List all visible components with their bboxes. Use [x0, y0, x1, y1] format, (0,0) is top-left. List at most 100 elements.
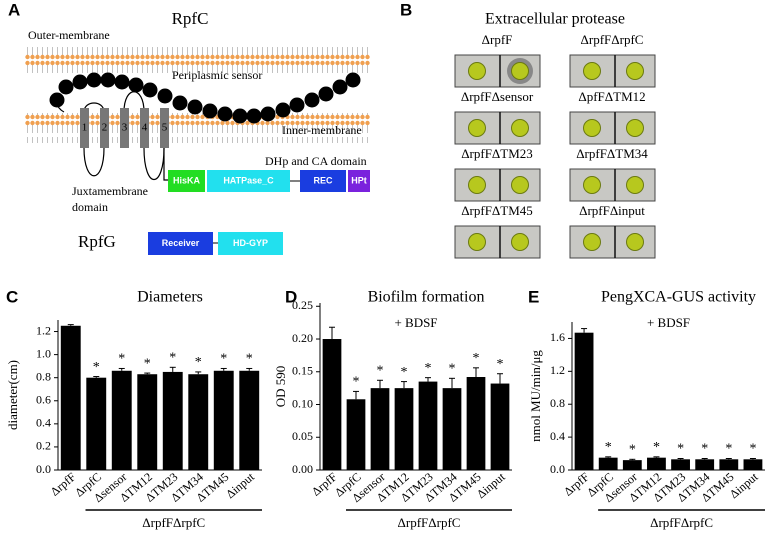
bar	[466, 377, 486, 470]
residue	[217, 106, 233, 122]
significance: *	[377, 363, 384, 378]
colony	[468, 176, 486, 194]
panel-label: D	[285, 287, 297, 306]
significance: *	[401, 365, 408, 380]
tm-label: 4	[142, 122, 148, 134]
residue	[187, 99, 203, 115]
y-tick-label: 1.0	[36, 346, 51, 360]
tm-helix	[120, 108, 129, 148]
residue-letter: S	[105, 75, 111, 86]
panel-label: C	[6, 287, 18, 306]
colony	[511, 62, 529, 80]
x-tick-label: Δinput	[223, 469, 257, 501]
domain-label: Juxtamembrane	[72, 184, 148, 198]
tm-label: 3	[122, 122, 128, 134]
y-axis-label: nmol MU/min/μg	[528, 350, 543, 442]
significance: *	[93, 360, 100, 375]
bar	[574, 332, 594, 470]
strain-label: ΔrpfF	[482, 32, 513, 47]
colony	[511, 119, 529, 137]
bar	[490, 383, 510, 470]
bar	[370, 388, 390, 470]
colony	[626, 62, 644, 80]
residue-letter: A	[62, 82, 70, 93]
residue-letter: R	[146, 85, 154, 96]
residue	[58, 79, 74, 95]
colony	[583, 62, 601, 80]
residue-letter: L	[251, 111, 258, 122]
residue-letter: S	[177, 98, 183, 109]
significance: *	[653, 440, 660, 455]
colony	[583, 119, 601, 137]
tm-label: 5	[162, 122, 168, 134]
residue-letter: R	[206, 106, 214, 117]
residue-letter: P	[309, 95, 315, 106]
bar	[346, 399, 366, 470]
residue-letter: K	[336, 82, 344, 93]
significance: *	[144, 356, 151, 371]
strain-label: ΔrpfFΔTM23	[461, 146, 533, 161]
residue-letter: R	[221, 109, 229, 120]
y-tick-label: 0.2	[36, 439, 51, 453]
residue-letter: H	[76, 77, 84, 88]
significance: *	[749, 442, 756, 457]
residue	[345, 72, 361, 88]
residue-letter: P	[280, 105, 286, 116]
strain-label: ΔrpfFΔTM45	[461, 203, 533, 218]
significance: *	[220, 352, 227, 367]
panel-label: E	[528, 287, 539, 306]
panel-a: RpfC Outer-membrane Periplasmic sensor I…	[25, 9, 370, 255]
residue-letter: L	[294, 100, 301, 111]
domain-box	[348, 170, 370, 192]
residue	[172, 95, 188, 111]
tm-label: 1	[82, 122, 88, 134]
residue	[72, 74, 88, 90]
significance: *	[497, 357, 504, 372]
y-tick-label: 0.25	[292, 298, 313, 312]
plate	[569, 225, 656, 259]
y-tick-label: 0.8	[36, 369, 51, 383]
residue	[157, 88, 173, 104]
bar	[86, 377, 107, 470]
residue	[128, 77, 144, 93]
region-label: Periplasmic sensor	[172, 68, 262, 82]
panel-label: B	[400, 0, 412, 19]
bar	[394, 388, 414, 470]
residue-letter: W	[263, 109, 273, 120]
residue-letter: K	[236, 111, 244, 122]
annotation: + BDSF	[394, 315, 437, 330]
residue-letter: A	[132, 80, 140, 91]
residue-letter: D	[118, 77, 125, 88]
strain-label: ΔrpfFΔTM34	[576, 146, 648, 161]
bar	[188, 374, 209, 470]
chart-title: Biofilm formation	[368, 289, 485, 306]
panel-b: Extracellular protease ΔrpfF ΔrpfFΔrpfC Δr…	[454, 11, 656, 259]
y-tick-label: 0.8	[550, 396, 565, 410]
membrane-label: Outer-membrane	[28, 28, 110, 42]
chart-title: PengXCA-GUS activity	[601, 289, 756, 306]
residue-letter: G	[161, 91, 169, 102]
tm-helix	[100, 108, 109, 148]
residue	[260, 106, 276, 122]
residue	[142, 82, 158, 98]
bar	[162, 371, 183, 470]
significance: *	[629, 443, 636, 458]
domain-box	[218, 232, 283, 255]
x-tick-label: ΔrpfF	[48, 469, 79, 498]
y-tick-label: 0.10	[292, 396, 313, 410]
strain-label: ΔrpfFΔsensor	[461, 89, 534, 104]
significance: *	[246, 352, 253, 367]
residue-letter: Q	[53, 95, 61, 106]
panel-title: Extracellular protease	[485, 11, 625, 28]
domain-label: HPt	[351, 175, 367, 185]
bar	[322, 339, 342, 470]
colony	[583, 176, 601, 194]
bar	[598, 457, 618, 470]
y-tick-label: 0.6	[36, 393, 51, 407]
colony	[583, 233, 601, 251]
tm-label: 2	[102, 122, 108, 134]
residue	[49, 92, 65, 108]
significance: *	[701, 442, 708, 457]
bar	[695, 459, 715, 470]
